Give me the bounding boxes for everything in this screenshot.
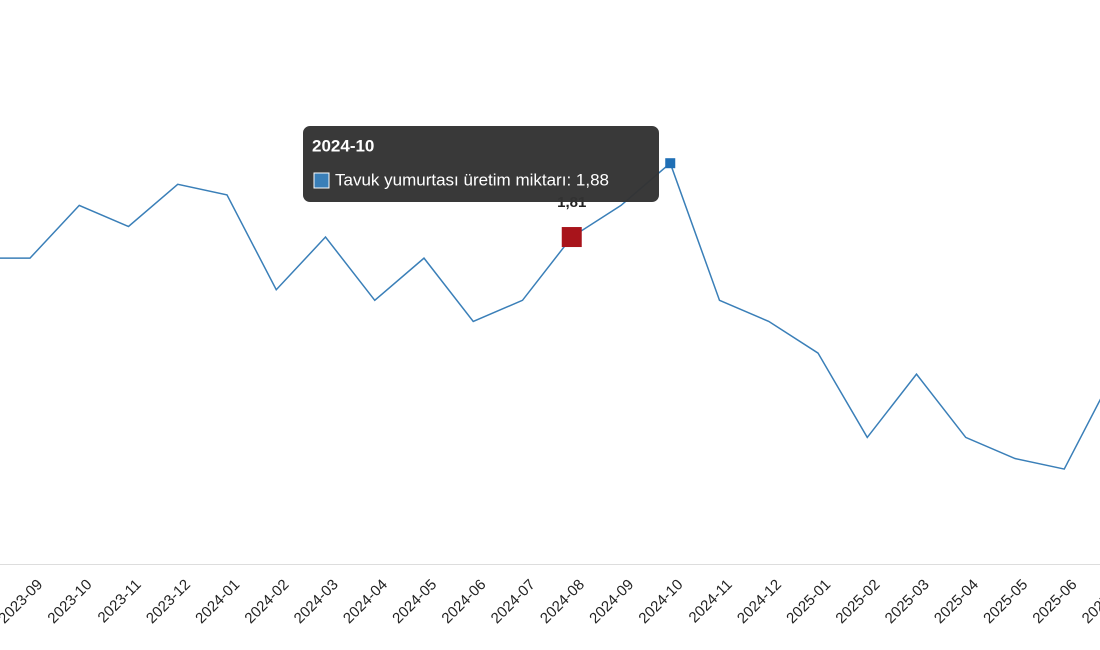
x-tick-label: 2024-10 [635, 576, 686, 627]
x-tick-label: 2025-07 [1079, 576, 1100, 627]
x-tick-label: 2024-12 [734, 576, 785, 627]
line [0, 161, 1100, 470]
x-tick-label: 2024-05 [389, 576, 440, 627]
x-tick-label: 2023-11 [95, 576, 145, 626]
tooltip-title: 2024-10 [312, 136, 374, 155]
tooltip-text: Tavuk yumurtası üretim miktarı: 1,88 [335, 170, 609, 189]
x-tick-label: 2025-06 [1029, 576, 1080, 627]
x-tick-label: 2023-10 [44, 576, 95, 627]
x-tick-label: 2024-09 [586, 576, 637, 627]
tooltip-box [303, 126, 659, 202]
hover-point [665, 158, 676, 169]
x-tick-label: 2024-11 [686, 576, 736, 626]
x-tick-label: 2025-05 [980, 576, 1031, 627]
x-tick-label: 2024-02 [241, 576, 292, 627]
x-tick-label: 2025-04 [931, 576, 982, 627]
x-tick-label: 2025-01 [783, 576, 834, 627]
highlight-point [561, 227, 582, 248]
x-tick-label: 2023-09 [0, 576, 46, 627]
x-tick-label: 2024-01 [192, 576, 243, 627]
x-tick-label: 2024-03 [291, 576, 342, 627]
x-tick-label: 2024-04 [340, 576, 391, 627]
x-tick-label: 2025-03 [882, 576, 933, 627]
tooltip: 2024-10 Tavuk yumurtası üretim miktarı: 1… [303, 126, 659, 202]
tooltip-swatch [313, 172, 330, 189]
x-tick-label: 2024-06 [438, 576, 489, 627]
x-tick-label: 2024-07 [488, 576, 539, 627]
x-tick-label: 2023-12 [143, 576, 194, 627]
x-tick-label: 2024-08 [537, 576, 588, 627]
x-tick-label: 2025-02 [832, 576, 883, 627]
